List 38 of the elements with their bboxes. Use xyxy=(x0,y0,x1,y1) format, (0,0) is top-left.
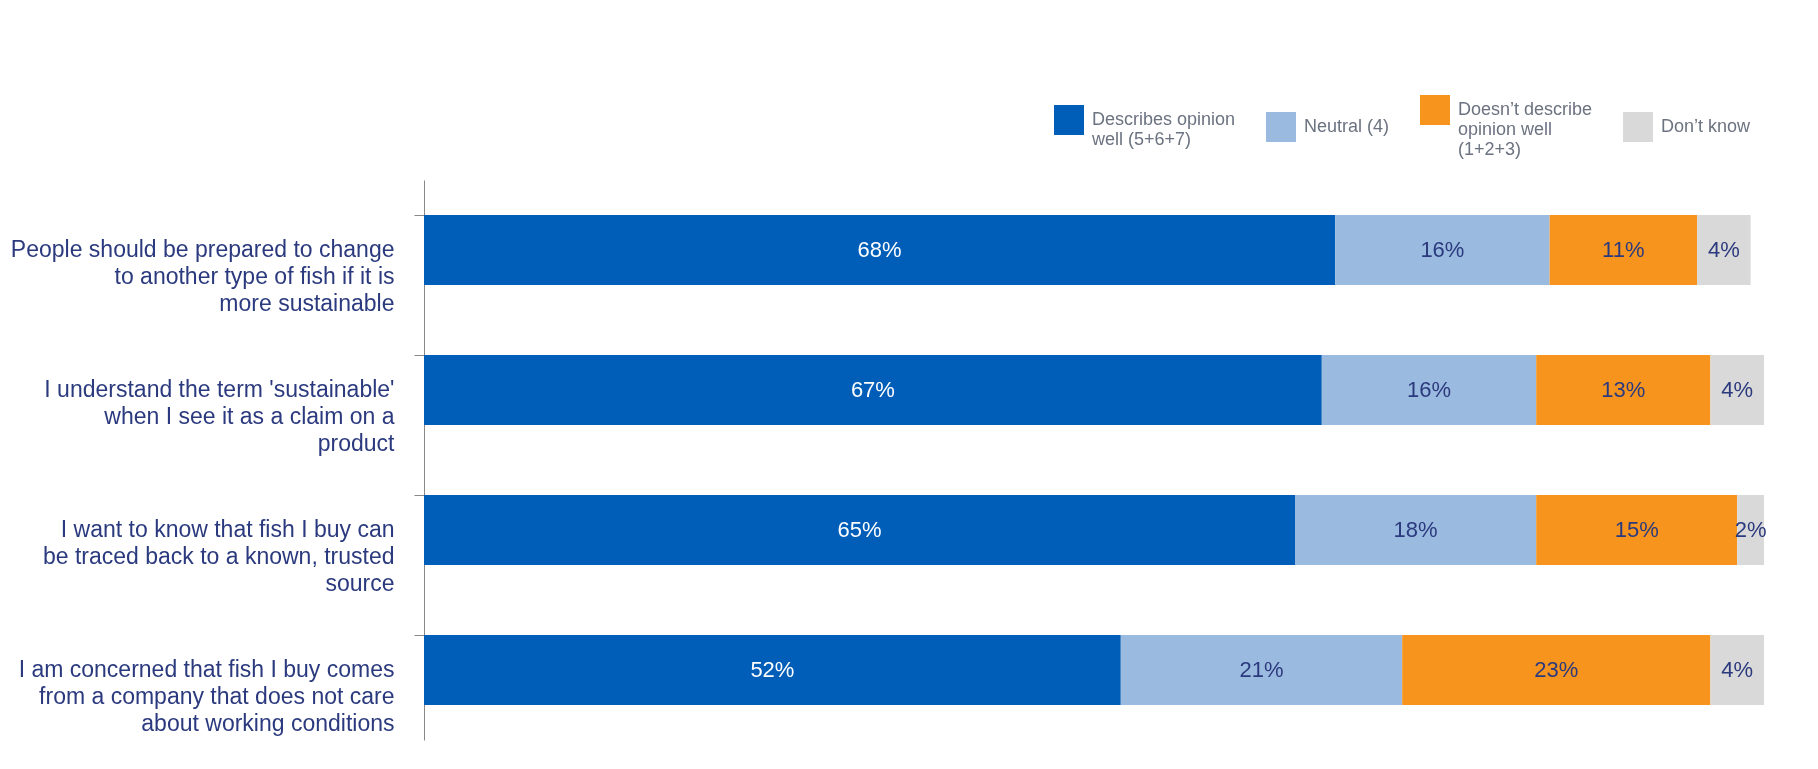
legend-label: Neutral (4) xyxy=(1304,116,1390,136)
y-tick-label: I understand the term 'sustainable' when I see it as a claim on a product xyxy=(44,376,396,456)
bar xyxy=(424,635,1121,705)
y-tick-label: I am concerned that fish I buy comes from a company that does not care about working conditions xyxy=(18,656,395,736)
data-label: 15% xyxy=(1614,517,1659,542)
legend-label: Describes opinion well (5+6+7) xyxy=(1091,109,1236,149)
bar xyxy=(424,215,1336,285)
bar xyxy=(1697,215,1751,285)
data-label: 16% xyxy=(1406,377,1452,402)
bar xyxy=(424,355,1322,425)
data-label: 4% xyxy=(1707,237,1740,262)
bar xyxy=(1710,635,1764,705)
bar xyxy=(1536,355,1711,425)
data-label: 16% xyxy=(1420,237,1465,262)
data-label: 52% xyxy=(750,657,795,682)
bar xyxy=(1549,215,1697,285)
data-label: 11% xyxy=(1602,237,1645,262)
y-tick-label: People should be prepared to change to another type of fish if it is more sustainable xyxy=(10,236,395,316)
bar xyxy=(1120,635,1403,705)
data-label: 68% xyxy=(857,237,902,262)
bar xyxy=(1335,215,1550,285)
bar xyxy=(1295,495,1537,565)
bar xyxy=(1536,495,1738,565)
bar xyxy=(1710,355,1764,425)
data-label: 23% xyxy=(1534,657,1579,682)
data-label: 4% xyxy=(1721,657,1754,682)
data-label: 21% xyxy=(1239,657,1284,682)
data-label: 13% xyxy=(1601,377,1646,402)
data-label: 18% xyxy=(1393,517,1438,542)
bar xyxy=(1321,355,1537,425)
bar xyxy=(1402,635,1711,705)
y-tick-label: I want to know that fish I buy can be traced back to a known, trusted source xyxy=(42,516,395,596)
data-label: 4% xyxy=(1721,377,1754,402)
data-label: 65% xyxy=(837,517,882,542)
bar xyxy=(424,495,1295,565)
data-label: 67% xyxy=(850,377,895,402)
legend-label: Don’t know xyxy=(1661,116,1752,136)
legend-label: Doesn’t describe opinion well (1+2+3) xyxy=(1458,99,1593,159)
